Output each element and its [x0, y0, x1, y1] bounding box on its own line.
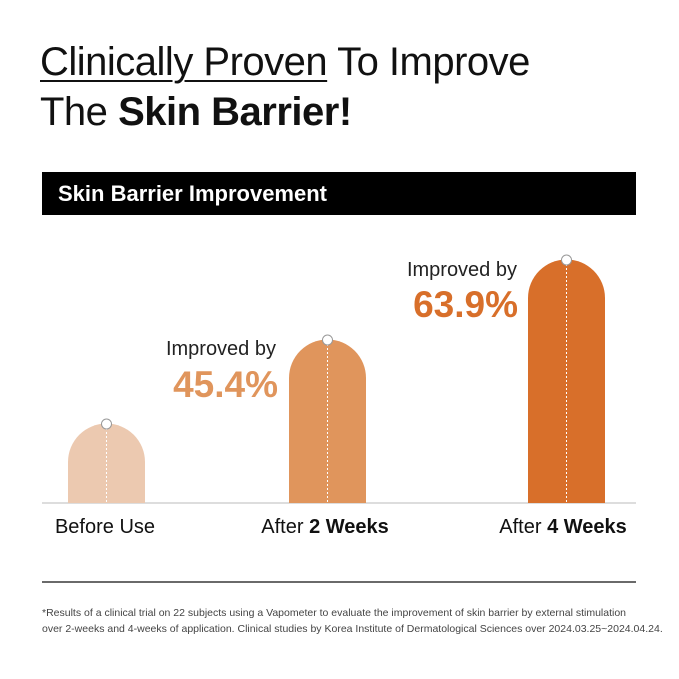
label-part: 2 Weeks: [309, 516, 389, 538]
bar-dot: [101, 418, 112, 430]
note: Improved by: [165, 338, 276, 360]
footnote: *Results of a clinical trial on 22 subje…: [42, 607, 627, 619]
title-part: Clinically Proven: [40, 40, 328, 84]
stage-label: Before Use: [54, 516, 156, 538]
banner: [42, 172, 636, 215]
title-part: The: [40, 90, 108, 134]
bar-dot: [322, 334, 333, 346]
result: 63.9%: [413, 284, 518, 325]
title-line: The Skin Barrier!: [40, 90, 352, 135]
title-part: To Improve: [337, 40, 530, 84]
stage-label: After 4 Weeks: [499, 516, 627, 539]
title-part: Skin Barrier!: [118, 90, 352, 134]
label-part: 4 Weeks: [547, 516, 627, 538]
title-line: Clinically Proven To Improve: [40, 40, 530, 85]
banner-title: Skin Barrier Improvement: [58, 181, 327, 206]
result: 45.4%: [173, 364, 278, 405]
stage-label: After 2 Weeks: [261, 516, 389, 539]
label-part: After: [499, 516, 542, 538]
note: Improved by: [406, 259, 517, 281]
footnote: over 2-weeks and 4-weeks of application.…: [42, 623, 663, 635]
bar: [68, 423, 145, 503]
label-part: After: [261, 516, 304, 538]
bar-dot: [561, 254, 572, 266]
